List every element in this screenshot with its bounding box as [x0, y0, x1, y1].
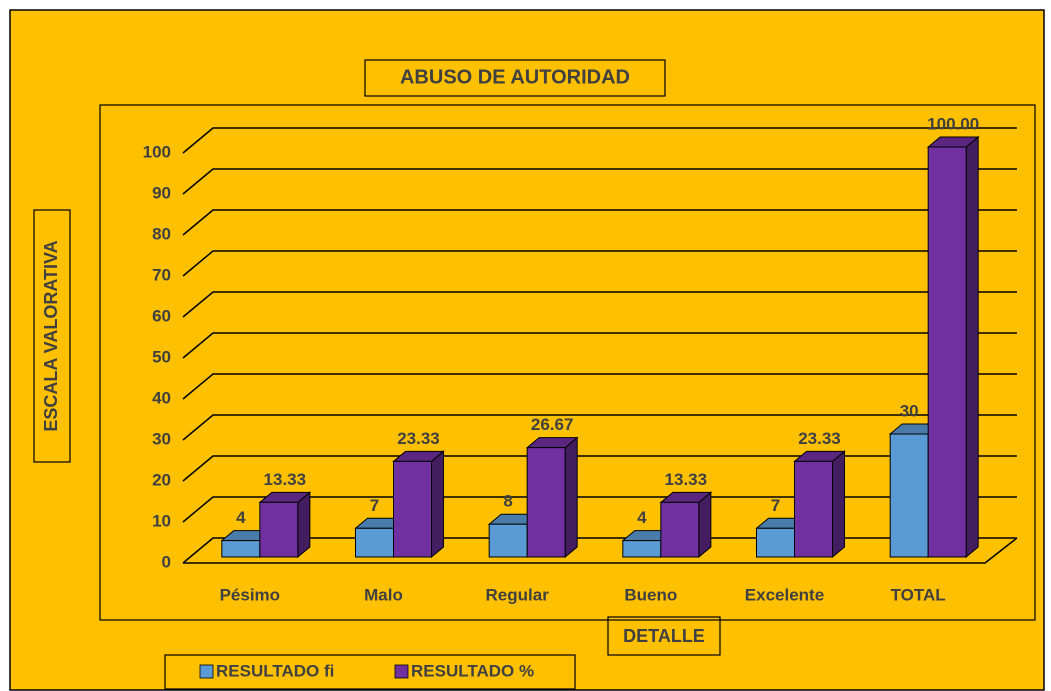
grid-line [182, 537, 1017, 564]
bar [794, 460, 833, 558]
grid-line [182, 250, 1017, 277]
grid-line [182, 209, 1017, 236]
y-tick-label: 40 [152, 388, 171, 407]
x-label-box [607, 616, 721, 656]
bar-side [832, 450, 845, 559]
bar [889, 433, 929, 558]
y-tick-label: 80 [152, 224, 171, 243]
bar-side [698, 491, 712, 559]
grid-line [182, 291, 1017, 318]
y-tick-label: 10 [152, 511, 171, 530]
data-label: 13.33 [264, 470, 307, 489]
y-tick-label: 30 [152, 429, 171, 448]
background [9, 9, 1045, 691]
bar-side [297, 491, 311, 559]
bar [660, 501, 700, 558]
y-tick-label: 60 [152, 306, 171, 325]
data-label: 13.33 [665, 470, 708, 489]
x-tick-label: Pésimo [220, 585, 280, 604]
data-label: 7 [771, 496, 780, 515]
data-label: 26.67 [531, 415, 574, 434]
x-tick-label: TOTAL [891, 585, 946, 604]
data-label: 100.00 [927, 114, 979, 133]
floor-line [183, 537, 1018, 564]
data-label: 23.33 [397, 429, 440, 448]
x-tick-label: Bueno [624, 585, 677, 604]
legend-swatch [199, 664, 214, 679]
bar [526, 447, 566, 558]
y-axis-label: ESCALA VALORATIVA [41, 240, 61, 431]
y-label-box [33, 209, 71, 463]
bar-side [564, 436, 578, 559]
y-tick-label: 50 [152, 347, 171, 366]
grid-line [182, 455, 1017, 482]
bar [259, 501, 299, 558]
bar [355, 527, 394, 558]
y-tick-label: 20 [152, 470, 171, 489]
grid-line [182, 127, 1017, 154]
bar [622, 540, 662, 558]
bar [927, 146, 967, 558]
data-label: 8 [503, 492, 512, 511]
grid-line [182, 496, 1017, 523]
legend-label: RESULTADO % [411, 661, 534, 680]
data-label: 23.33 [798, 429, 841, 448]
x-tick-label: Excelente [745, 585, 824, 604]
grid-line [182, 414, 1017, 441]
legend-swatch [394, 664, 409, 679]
x-tick-label: Malo [364, 585, 403, 604]
bar [393, 460, 432, 558]
grid-line [182, 168, 1017, 195]
bar-side [431, 450, 444, 559]
plot-area [99, 104, 1036, 621]
grid-line [182, 332, 1017, 359]
legend-box [164, 654, 576, 690]
legend-label: RESULTADO fi [216, 661, 334, 680]
data-label: 30 [900, 401, 919, 420]
grid-line [182, 373, 1017, 400]
bar [488, 523, 528, 558]
y-tick-label: 100 [143, 142, 171, 161]
data-label: 7 [370, 496, 379, 515]
chart-title: ABUSO DE AUTORIDAD [400, 66, 630, 88]
data-label: 4 [236, 508, 246, 527]
bar-side [965, 135, 979, 559]
bar [221, 540, 261, 558]
y-tick-label: 70 [152, 265, 171, 284]
data-label: 4 [637, 508, 647, 527]
y-tick-label: 0 [162, 552, 171, 571]
title-box [364, 59, 666, 97]
bar [756, 527, 795, 558]
x-axis-label: DETALLE [623, 626, 705, 646]
y-tick-label: 90 [152, 183, 171, 202]
x-tick-label: Regular [486, 585, 550, 604]
